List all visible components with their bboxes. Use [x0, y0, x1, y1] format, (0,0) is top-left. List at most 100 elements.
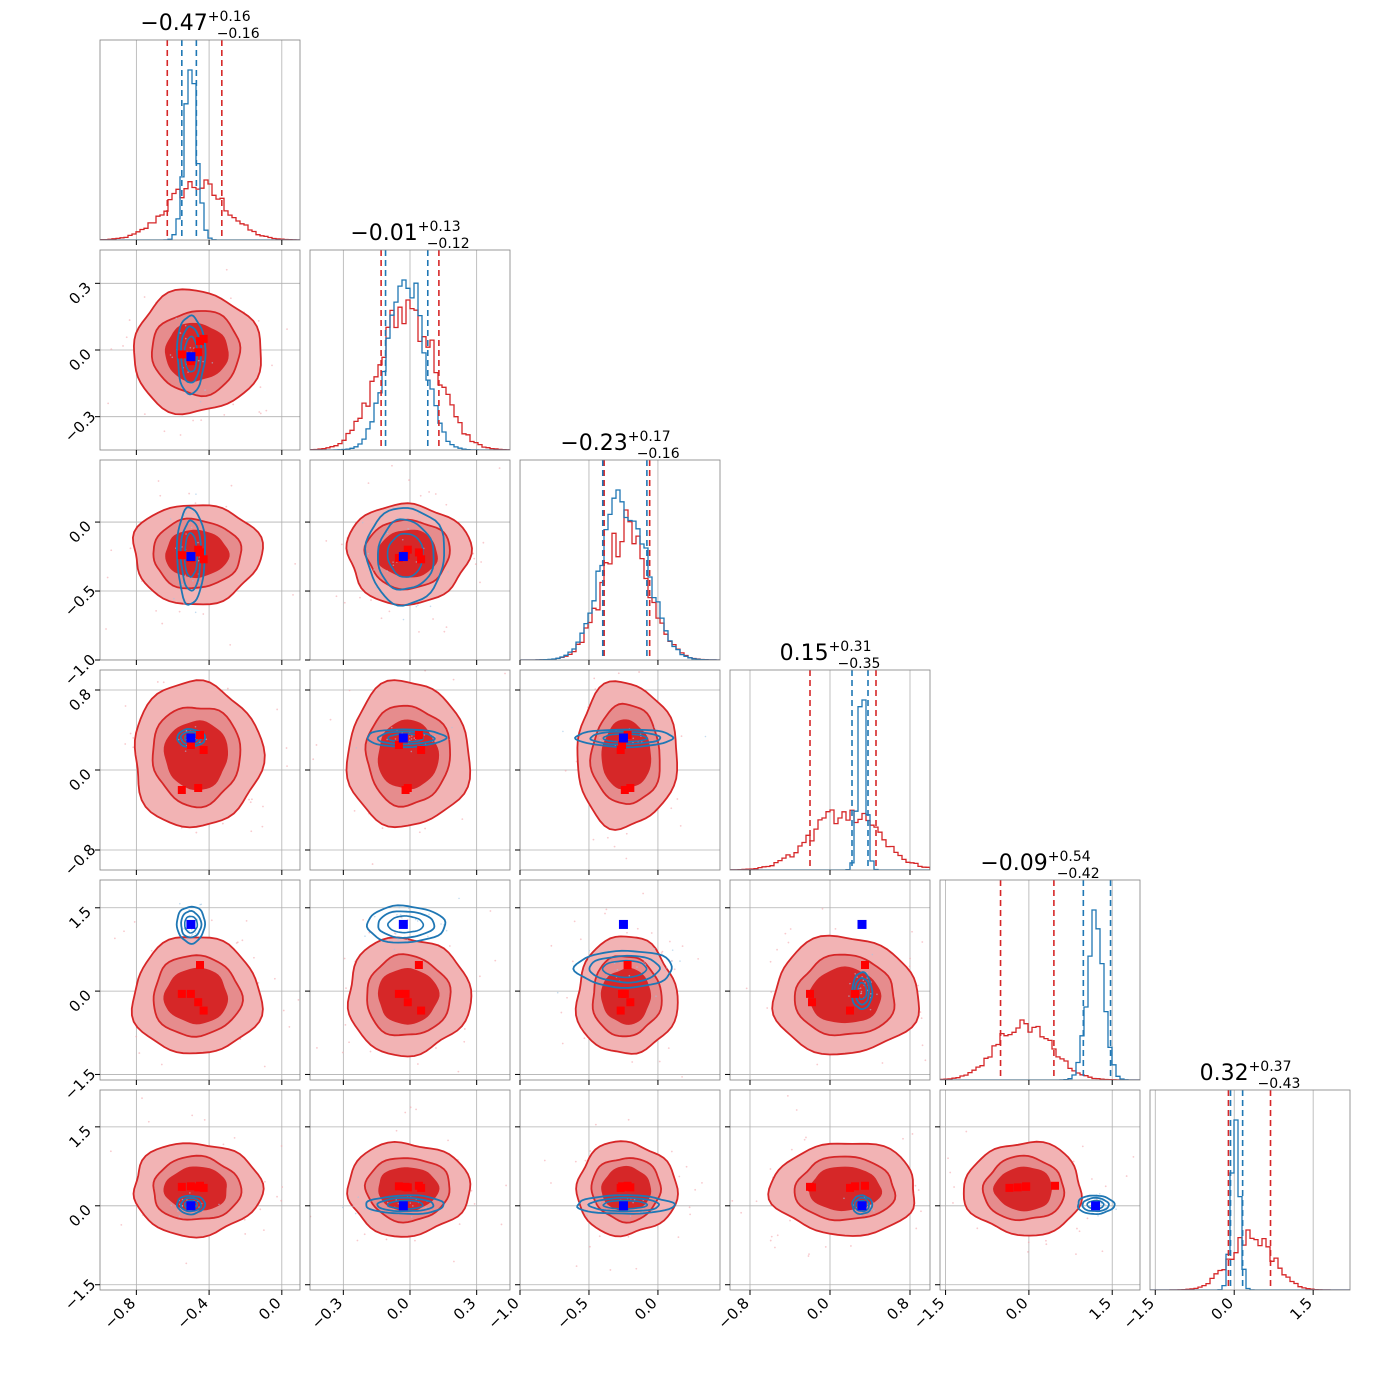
contour-b-outer	[176, 314, 207, 396]
scatter-point	[592, 838, 595, 841]
panel-plot-area	[310, 250, 510, 450]
true-value-marker	[857, 919, 867, 929]
scatter-point	[688, 1206, 691, 1209]
scatter-point-b	[556, 991, 559, 994]
scatter-point	[150, 949, 153, 952]
scatter-point-b	[341, 1206, 344, 1209]
sample-marker	[177, 989, 186, 998]
scatter-point-b	[183, 602, 185, 605]
scatter-point-b	[415, 561, 418, 563]
y-tick-label: 0.0	[65, 765, 95, 795]
scatter-point	[701, 1182, 703, 1184]
scatter-point-b	[401, 917, 403, 919]
scatter-point	[770, 1235, 773, 1238]
scatter-point-b	[410, 750, 413, 753]
panel-plot-area	[100, 626, 300, 870]
sample-marker	[194, 1183, 203, 1192]
scatter-point	[661, 950, 664, 953]
sample-marker	[199, 1183, 208, 1192]
scatter-point-b	[386, 570, 389, 572]
scatter-point	[161, 622, 164, 625]
scatter-point	[261, 825, 264, 828]
panel-plot-area	[940, 880, 1140, 1080]
scatter-point	[881, 1062, 884, 1064]
scatter-point	[241, 939, 244, 942]
scatter-point-b	[599, 1201, 602, 1204]
sample-marker	[851, 1182, 859, 1191]
contour-b-outer	[576, 1194, 676, 1215]
scatter-point-b	[423, 734, 426, 736]
scatter-point-b	[644, 963, 647, 965]
scatter-point	[276, 1195, 278, 1198]
scatter-point	[631, 1061, 634, 1063]
panel-title: 0.32+0.37 −0.43	[1200, 1059, 1301, 1092]
scatter-point	[225, 505, 228, 508]
y-tick-label: −1.0	[61, 651, 99, 689]
scatter-point-b	[194, 725, 197, 728]
contour-b-mid	[377, 518, 435, 591]
scatter-point	[272, 626, 274, 628]
scatter-point	[84, 1038, 86, 1040]
scatter-point-b	[185, 533, 187, 535]
scatter-point	[660, 952, 663, 954]
scatter-point-b	[636, 966, 638, 968]
contour-a-inner	[163, 967, 229, 1025]
scatter-point	[598, 1235, 601, 1238]
scatter-point	[458, 1223, 461, 1225]
scatter-point	[755, 1200, 758, 1203]
scatter-point	[371, 863, 374, 865]
scatter-point	[613, 845, 616, 848]
sample-marker	[618, 1182, 627, 1191]
scatter-point	[223, 1087, 225, 1089]
sample-marker	[414, 731, 423, 739]
scatter-point-b	[870, 992, 872, 995]
true-value-marker	[618, 733, 628, 743]
scatter-point	[550, 944, 553, 947]
sample-marker	[1005, 1183, 1014, 1192]
scatter-point	[452, 678, 455, 681]
scatter-point-b	[592, 732, 594, 734]
scatter-point	[518, 1152, 520, 1154]
panel-3-3: 0.15+0.31 −0.35	[729, 639, 931, 875]
scatter-point-b	[616, 968, 619, 971]
x-tick-label: 0.0	[803, 1294, 833, 1324]
scatter-point	[200, 419, 203, 422]
scatter-point-b	[427, 935, 429, 938]
scatter-point	[442, 665, 444, 667]
scatter-point-b	[606, 976, 608, 978]
contour-b-outer	[851, 1194, 874, 1216]
sample-marker	[199, 334, 208, 343]
contour-b-outer	[573, 728, 675, 749]
panel-frame	[99, 1089, 301, 1291]
scatter-point-b	[199, 400, 202, 403]
scatter-point	[745, 987, 748, 990]
scatter-point-b	[190, 934, 193, 937]
x-tick-label: 0.0	[383, 1294, 413, 1324]
sample-marker	[414, 961, 423, 969]
scatter-point	[670, 807, 673, 810]
scatter-point-b	[663, 969, 666, 972]
scatter-point	[325, 540, 328, 542]
panel-plot-area	[1150, 1090, 1350, 1290]
scatter-point-b	[653, 726, 656, 728]
scatter-point	[463, 1028, 466, 1030]
sample-marker	[196, 961, 204, 969]
scatter-point	[965, 1130, 968, 1133]
scatter-point	[306, 1190, 308, 1192]
scatter-point	[573, 920, 576, 923]
scatter-point	[229, 297, 232, 300]
contour-b-inner	[184, 915, 199, 934]
scatter-point	[259, 386, 262, 389]
scatter-point	[670, 1150, 673, 1153]
scatter-point-b	[190, 526, 193, 529]
contour-b-outer	[175, 1194, 207, 1216]
scatter-point	[221, 647, 223, 649]
scatter-point	[404, 1111, 407, 1114]
scatter-point	[257, 982, 260, 984]
panel-plot-area	[730, 1090, 930, 1290]
scatter-point	[909, 957, 911, 960]
contour-b-inner	[601, 959, 648, 979]
panel-frame	[939, 879, 1141, 1081]
scatter-point	[159, 494, 162, 497]
scatter-point	[259, 1208, 262, 1211]
